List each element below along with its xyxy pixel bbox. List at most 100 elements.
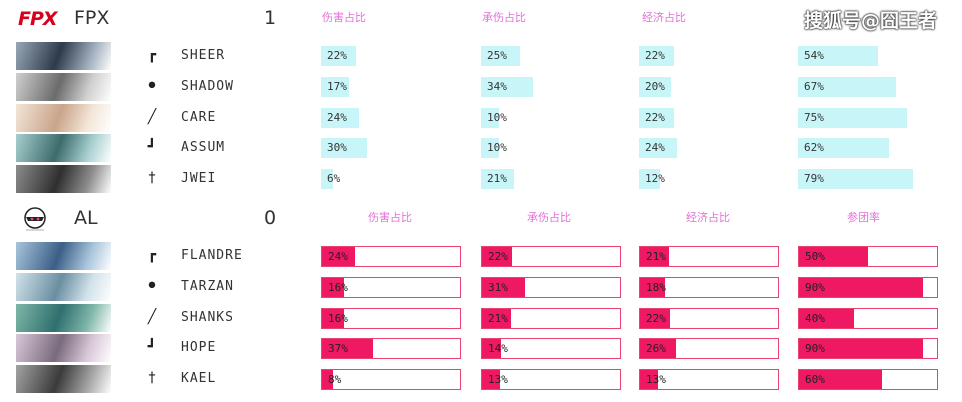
bar-value: 24%	[645, 141, 665, 155]
gold-share-bar: 22%	[639, 46, 674, 66]
bar-fill	[322, 370, 334, 390]
player-portrait	[16, 134, 111, 163]
bar-value: 22%	[327, 49, 347, 62]
support-icon: †	[148, 170, 156, 187]
bar-fill	[799, 339, 924, 359]
damage-taken-share-bar: 21%	[481, 307, 621, 329]
gold-share-bar: 24%	[639, 138, 677, 159]
gold-share-bar: 26%	[639, 338, 779, 360]
kill-participation-bar: 79%	[798, 169, 913, 190]
col-header-damage-taken: 承伤占比	[527, 211, 571, 224]
damage-share-bar: 8%	[321, 369, 461, 391]
damage-taken-share-bar: 31%	[481, 276, 621, 298]
bar-value: 21%	[487, 172, 507, 186]
bar-fill	[798, 76, 896, 97]
bar-fill	[482, 277, 525, 297]
bar-fill	[482, 308, 511, 328]
bar-value: 67%	[804, 79, 824, 93]
bar-value: 90%	[805, 280, 825, 294]
bar-value: 6%	[327, 172, 341, 186]
bar-fill	[639, 46, 674, 66]
player-row-hope: ┛ HOPE 37% 14% 26% 90%	[0, 334, 962, 363]
damage-taken-share-bar: 10%	[481, 107, 507, 128]
damage-taken-share-bar: 14%	[481, 338, 621, 360]
bar-value: 31%	[488, 280, 508, 294]
kill-participation-bar: 60%	[798, 369, 938, 391]
bar-value: 12%	[645, 172, 665, 186]
bar-fill	[640, 247, 669, 266]
player-name: JWEI	[181, 171, 217, 187]
player-portrait	[16, 103, 111, 132]
kill-participation-bar: 90%	[798, 276, 938, 298]
bar-value: 20%	[645, 79, 665, 93]
col-header-participation: 参团率	[847, 211, 880, 224]
bar-value: 40%	[805, 311, 825, 325]
bar-fill	[322, 247, 356, 266]
damage-taken-share-bar: 21%	[481, 169, 515, 190]
player-portrait	[16, 42, 111, 70]
player-portrait	[16, 365, 111, 394]
bar-value: 24%	[327, 110, 347, 124]
player-portrait	[16, 334, 111, 363]
gold-share-bar: 20%	[639, 76, 671, 97]
player-name: ASSUM	[181, 140, 226, 156]
bottom-lane-icon: ┛	[147, 339, 157, 356]
bar-fill	[639, 169, 660, 190]
bar-fill	[321, 138, 367, 159]
player-portrait	[16, 303, 111, 332]
watermark: 搜狐号@囧王者	[804, 10, 938, 32]
bar-fill	[482, 339, 502, 359]
damage-share-bar: 30%	[321, 138, 367, 159]
bar-value: 60%	[805, 373, 825, 387]
bar-fill	[640, 277, 665, 297]
bar-fill	[640, 339, 676, 359]
al-logo	[18, 207, 52, 231]
support-icon: †	[148, 370, 156, 387]
bar-fill	[321, 107, 359, 128]
top-lane-icon: ┏	[147, 247, 157, 263]
bar-value: 22%	[488, 250, 508, 263]
bar-fill	[639, 107, 674, 128]
bar-value: 22%	[645, 110, 665, 124]
bar-fill	[798, 107, 907, 128]
player-row-flandre: ┏ FLANDRE 24% 22% 21% 50%	[0, 242, 962, 270]
bar-fill	[799, 308, 855, 328]
player-name: HOPE	[181, 340, 217, 356]
damage-share-bar: 24%	[321, 246, 461, 267]
gold-share-bar: 12%	[639, 169, 665, 190]
bar-fill	[482, 370, 500, 390]
bar-value: 22%	[646, 311, 666, 325]
damage-taken-share-bar: 25%	[481, 46, 520, 66]
player-name: FLANDRE	[181, 248, 243, 263]
col-header-damage: 伤害占比	[368, 211, 412, 224]
player-row-tarzan: ⚫ TARZAN 16% 31% 18% 90%	[0, 272, 962, 301]
bar-fill	[322, 308, 345, 328]
player-row-shadow: ⚫ SHADOW 17% 34% 20% 67%	[0, 72, 962, 101]
bottom-lane-icon: ┛	[147, 139, 157, 156]
team-name: AL	[74, 207, 98, 229]
player-row-assum: ┛ ASSUM 30% 10% 24% 62%	[0, 134, 962, 163]
damage-share-bar: 16%	[321, 276, 461, 298]
kill-participation-bar: 67%	[798, 76, 896, 97]
kill-participation-bar: 54%	[798, 46, 878, 66]
team-header: FPX FPX 1 伤害占比 承伤占比 经济占比	[0, 3, 962, 37]
damage-taken-share-bar: 34%	[481, 76, 533, 97]
bar-fill	[799, 277, 924, 297]
bar-value: 18%	[646, 280, 666, 294]
bar-fill	[321, 46, 356, 66]
bar-fill	[481, 76, 533, 97]
gold-share-bar: 21%	[639, 246, 779, 267]
bar-value: 14%	[488, 342, 508, 356]
bar-value: 16%	[328, 280, 348, 294]
bar-value: 50%	[805, 250, 825, 263]
player-portrait	[16, 165, 111, 194]
bar-fill	[640, 370, 658, 390]
damage-share-bar: 16%	[321, 307, 461, 329]
damage-share-bar: 22%	[321, 46, 356, 66]
bar-value: 24%	[328, 250, 348, 263]
col-header-damage: 伤害占比	[322, 11, 366, 24]
bar-fill	[481, 138, 499, 159]
fpx-logo: FPX	[18, 8, 58, 30]
player-name: TARZAN	[181, 278, 234, 294]
bar-fill	[799, 370, 882, 390]
